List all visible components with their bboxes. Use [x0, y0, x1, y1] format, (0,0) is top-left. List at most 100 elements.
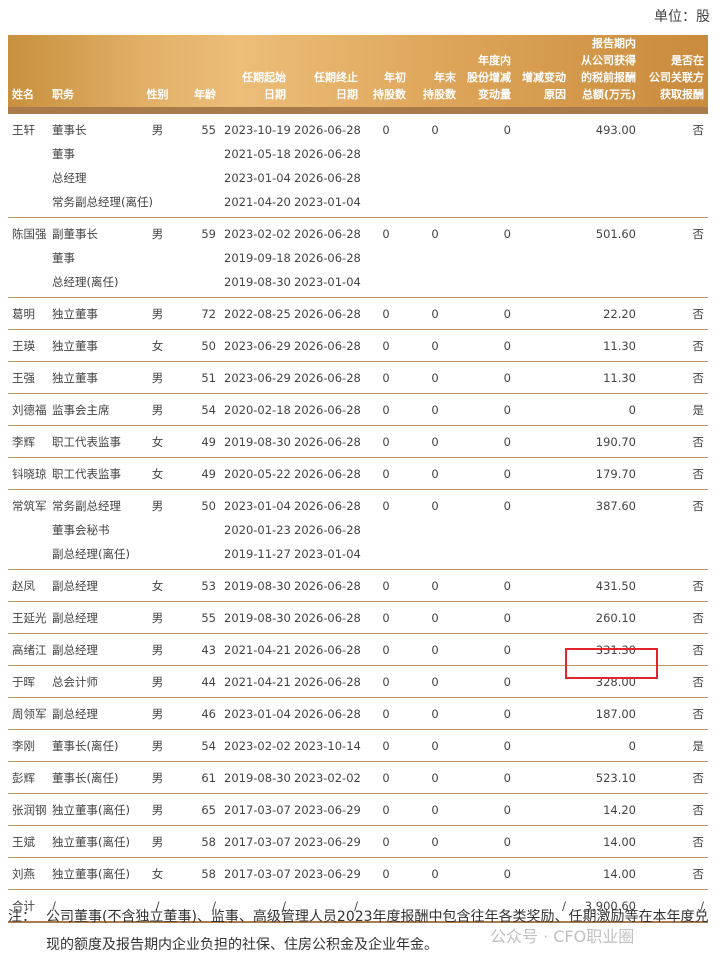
end-date-cell-value: 2026-06-28: [294, 307, 361, 321]
start-date-cell: 2023-10-19 2021-05-18 2023-01-04 2021-04-20: [220, 114, 291, 218]
share-change-cell: 0: [460, 297, 515, 330]
name-cell-value: 王延光: [12, 611, 47, 625]
column-header: 年末 持股数: [410, 35, 460, 107]
end-date-cell-value: 2026-06-28: [294, 171, 361, 185]
name-cell: 李辉: [8, 425, 48, 458]
end-date-cell: 2026-06-28: [290, 569, 362, 602]
related-party-cell-value: 是: [692, 403, 705, 417]
end-date-cell: 2023-06-29: [290, 825, 362, 858]
start-date-cell: 2021-04-21: [220, 665, 291, 698]
column-header-line: 持股数: [373, 88, 406, 101]
change-reason-cell: [515, 425, 570, 458]
compensation-cell: 493.00: [570, 114, 640, 218]
compensation-cell: 179.70: [570, 457, 640, 490]
position-cell-value: 独立董事(离任): [52, 803, 130, 817]
end-shares-cell: 0: [410, 633, 460, 666]
related-party-cell-value: 否: [692, 371, 705, 385]
end-shares-cell: 0: [410, 665, 460, 698]
end-date-cell: 2026-06-28: [290, 297, 362, 330]
total-start-cell: /: [220, 889, 290, 923]
compensation-cell-value: 523.10: [595, 771, 636, 785]
gender-cell-value: 男: [151, 307, 164, 321]
table-row: 李辉 职工代表监事 女 49 2019-08-30 2026-06-28 0 0 0 190.70…: [8, 425, 708, 458]
position-cell: 副总经理: [48, 601, 140, 634]
name-cell-value: 常筑军: [12, 499, 47, 513]
related-party-cell: 否: [640, 217, 708, 298]
gender-cell: 男: [140, 729, 175, 762]
column-header: 报告期内 从公司获得 的税前报酬 总额(万元): [570, 35, 640, 107]
position-cell-value: 总经理(离任): [52, 275, 119, 289]
end-date-cell-value: 2026-06-28: [294, 435, 361, 449]
share-change-cell-value: 0: [503, 835, 511, 849]
begin-shares-cell: 0: [362, 425, 410, 458]
start-date-cell: 2023-01-04: [220, 697, 291, 730]
begin-shares-cell-value: 0: [382, 707, 390, 721]
end-date-cell: 2026-06-28 2026-06-28 2026-06-28 2023-01-04: [290, 114, 362, 218]
start-date-cell-value: 2017-03-07: [224, 835, 291, 849]
related-party-cell-value: 否: [692, 803, 705, 817]
compensation-cell-value: 331.30: [595, 643, 636, 657]
column-header: 姓名: [8, 35, 48, 107]
compensation-cell: 14.00: [570, 857, 640, 890]
compensation-cell-value: 190.70: [595, 435, 636, 449]
name-cell: 陈国强: [8, 217, 48, 298]
start-date-cell: 2021-04-21: [220, 633, 291, 666]
total-position-cell-value: /: [52, 899, 56, 913]
begin-shares-cell: 0: [362, 329, 410, 362]
related-party-cell: 否: [640, 297, 708, 330]
change-reason-cell-value: [519, 734, 566, 758]
start-date-cell-value: 2019-08-30: [224, 771, 291, 785]
position-cell-value: 董事: [52, 251, 75, 265]
gender-cell-value: 男: [151, 675, 164, 689]
related-party-cell-value: 否: [692, 675, 705, 689]
compensation-cell: 14.20: [570, 793, 640, 826]
age-cell-value: 53: [201, 579, 216, 593]
position-cell: 副总经理: [48, 697, 140, 730]
related-party-cell: 是: [640, 729, 708, 762]
begin-shares-cell-value: 0: [382, 123, 390, 137]
compensation-cell-value: 431.50: [595, 579, 636, 593]
start-date-cell-value: 2020-05-22: [224, 467, 291, 481]
end-shares-cell: 0: [410, 114, 460, 218]
column-header-line: 增减变动: [522, 71, 566, 84]
related-party-cell-value: 否: [692, 771, 705, 785]
end-date-cell-value: 2026-06-28: [294, 403, 361, 417]
end-shares-cell: 0: [410, 393, 460, 426]
share-change-cell-value: 0: [503, 123, 511, 137]
share-change-cell: 0: [460, 761, 515, 794]
compensation-cell: 187.00: [570, 697, 640, 730]
share-change-cell-value: 0: [503, 675, 511, 689]
age-cell-value: 50: [201, 499, 216, 513]
compensation-cell-value: 0: [628, 739, 636, 753]
total-reason-cell: /: [515, 889, 570, 923]
name-cell-value: 李刚: [12, 739, 35, 753]
gender-cell-value: 女: [151, 339, 164, 353]
end-shares-cell: 0: [410, 825, 460, 858]
share-change-cell: 0: [460, 114, 515, 218]
table-row: 于晖 总会计师男 44 2021-04-21 2026-06-28 0 0 0 328.00 否: [8, 665, 708, 698]
share-change-cell-value: 0: [503, 643, 511, 657]
change-reason-cell: [515, 297, 570, 330]
position-cell: 董事长 董事 总经理 常务副总经理(离任): [48, 114, 153, 218]
end-date-cell-value: 2026-06-28: [294, 147, 361, 161]
end-date-cell: 2026-06-28: [290, 697, 362, 730]
end-date-cell: 2026-06-28: [290, 665, 362, 698]
total-start-cell-value: /: [282, 899, 286, 913]
position-cell-value: 副总经理: [52, 579, 98, 593]
end-date-cell-value: 2026-06-28: [294, 339, 361, 353]
age-cell-value: 58: [201, 835, 216, 849]
start-date-cell-value: 2019-11-27: [224, 547, 291, 561]
name-cell: 钭晓琼: [8, 457, 48, 490]
position-cell: 副总经理: [48, 569, 140, 602]
end-shares-cell-value: 0: [431, 675, 439, 689]
share-change-cell-value: 0: [503, 771, 511, 785]
compensation-cell: 11.30: [570, 329, 640, 362]
start-date-cell-value: 2023-02-02: [224, 227, 291, 241]
change-reason-cell: [515, 825, 570, 858]
begin-shares-cell-value: 0: [382, 739, 390, 753]
begin-shares-cell: 0: [362, 489, 410, 570]
change-reason-cell: [515, 857, 570, 890]
related-party-cell: 否: [640, 569, 708, 602]
column-header-line: 从公司获得: [581, 54, 636, 67]
table-row: 张润钢 独立董事(离任) 男 65 2017-03-07 2023-06-29 0 0 0 14.…: [8, 793, 708, 826]
